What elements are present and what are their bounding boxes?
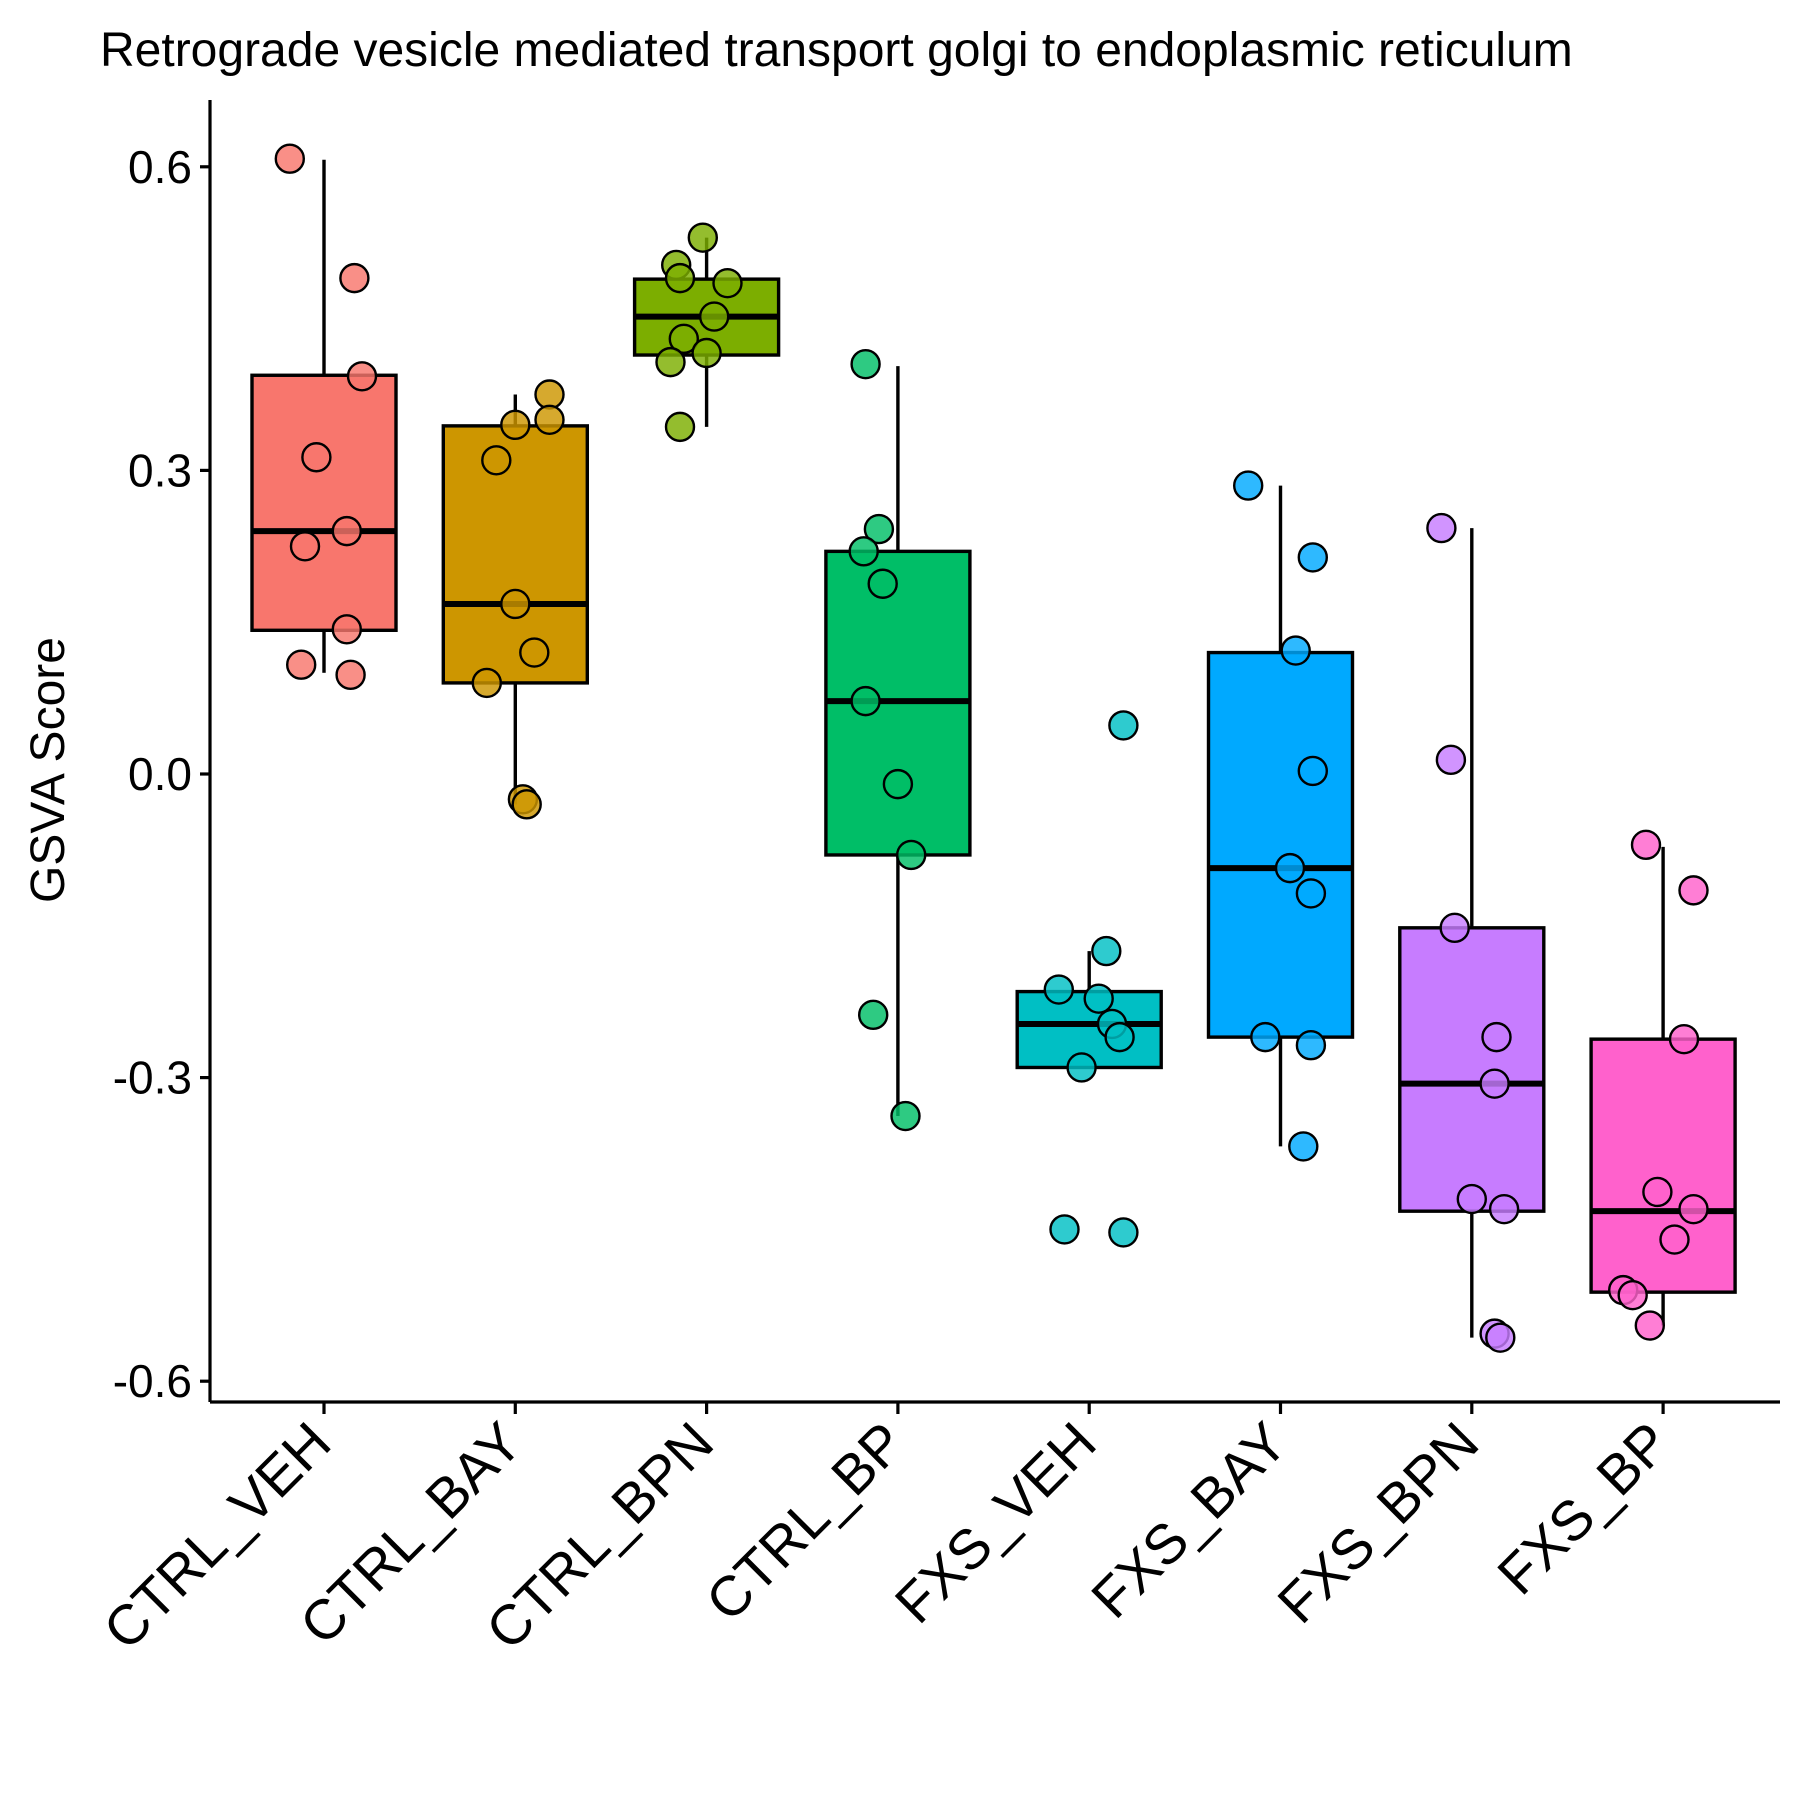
data-point (471, 667, 502, 699)
data-point (691, 337, 722, 369)
data-point (1456, 1183, 1488, 1215)
data-point (1630, 829, 1662, 861)
data-point (1083, 983, 1114, 1014)
data-point (850, 685, 881, 717)
x-tick-label: CTRL_BP (694, 1410, 917, 1633)
y-tick-label: 0.3 (128, 444, 192, 496)
data-point (1274, 852, 1306, 884)
data-point (339, 262, 370, 294)
data-point (1634, 1310, 1666, 1341)
box (1589, 1037, 1737, 1294)
data-point (1668, 1023, 1700, 1055)
axes: 0.60.30.0-0.3-0.6CTRL_VEHCTRL_BAYCTRL_BP… (91, 100, 1780, 1661)
box (441, 424, 589, 685)
y-axis-title: GSVA Score (22, 637, 75, 903)
data-point (1295, 878, 1327, 909)
data-point (331, 614, 362, 645)
data-point (1678, 1193, 1709, 1225)
data-point (274, 143, 305, 174)
box (1206, 650, 1355, 1039)
data-point (1232, 470, 1264, 501)
data-point (664, 411, 696, 443)
y-tick-label: 0.0 (128, 748, 192, 800)
data-point (1288, 1131, 1319, 1162)
data-point (1297, 542, 1329, 573)
data-point (699, 301, 730, 332)
plot-area (250, 143, 1737, 1353)
data-point (1488, 1193, 1520, 1225)
data-point (1439, 912, 1470, 944)
data-point (1617, 1279, 1648, 1311)
x-tick-label: FXS_BP (1485, 1410, 1681, 1606)
data-point (519, 637, 550, 668)
data-point (712, 267, 743, 299)
y-tick-label: -0.6 (113, 1355, 192, 1407)
data-point (1280, 635, 1311, 666)
data-point (890, 1100, 921, 1132)
data-point (1479, 1068, 1510, 1099)
data-point (687, 222, 718, 253)
data-point (1091, 935, 1122, 967)
data-point (867, 568, 898, 599)
box-group-fxs-bpn (1398, 528, 1546, 1338)
data-point (1250, 1021, 1281, 1053)
data-point (1297, 755, 1329, 787)
x-tick-label: FXS_BAY (1079, 1410, 1299, 1630)
data-point (1043, 974, 1075, 1005)
data-point (1108, 710, 1139, 741)
data-point (1426, 512, 1457, 544)
data-point (1049, 1214, 1080, 1245)
data-point (481, 445, 512, 476)
box-group-ctrl-bp (824, 366, 972, 1117)
box-group-ctrl-bay (441, 394, 589, 805)
data-point (668, 323, 699, 355)
data-point (1678, 875, 1709, 906)
box (1398, 926, 1546, 1213)
data-point (289, 531, 321, 562)
box-group-fxs-bay (1206, 485, 1355, 1147)
data-point (301, 442, 332, 473)
data-point (1485, 1322, 1516, 1353)
x-tick-label: FXS_VEH (883, 1410, 1108, 1635)
y-tick-label: -0.3 (113, 1052, 192, 1104)
data-point (1642, 1176, 1673, 1208)
data-point (1108, 1217, 1139, 1248)
data-point (500, 409, 531, 441)
data-point (1435, 744, 1467, 776)
data-point (1659, 1224, 1690, 1255)
data-point (335, 659, 366, 691)
data-point (858, 999, 889, 1031)
data-point (863, 513, 895, 545)
data-point (1104, 1021, 1135, 1053)
data-point (1295, 1030, 1327, 1061)
data-point (286, 649, 317, 680)
box-group-fxs-bp (1589, 846, 1737, 1326)
data-point (848, 536, 879, 567)
y-tick-label: 0.6 (128, 141, 192, 193)
data-point (850, 348, 881, 380)
box-group-ctrl-veh (250, 159, 398, 673)
data-point (1066, 1052, 1097, 1083)
box-group-ctrl-bpn (632, 237, 781, 427)
data-point (331, 515, 362, 547)
data-point (896, 839, 927, 871)
data-point (655, 346, 686, 378)
x-tick-label: FXS_BPN (1265, 1410, 1490, 1635)
data-point (664, 262, 696, 294)
data-point (1481, 1021, 1512, 1053)
data-point (346, 361, 378, 392)
data-point (534, 404, 565, 435)
box (250, 373, 398, 632)
data-point (511, 789, 542, 820)
data-point (882, 768, 914, 800)
data-point (534, 379, 565, 410)
data-point (500, 588, 531, 620)
chart-title: Retrograde vesicle mediated transport go… (100, 24, 1573, 77)
